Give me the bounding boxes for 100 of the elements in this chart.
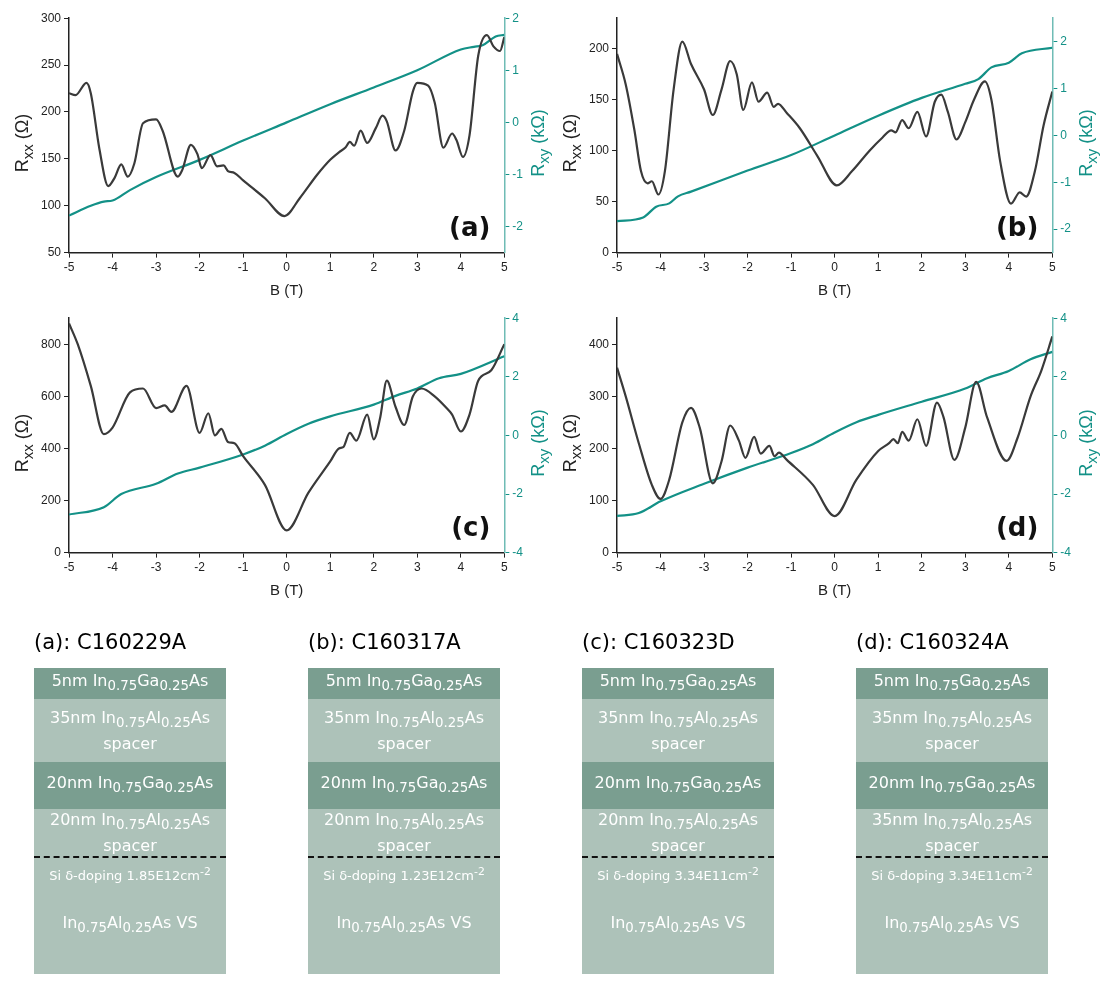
text: Si δ-doping 1.85E12cm$^{-2}$	[49, 864, 211, 886]
text: 35nm In$_{0.75}$Al$_{0.25}$As spacer	[323, 707, 485, 754]
x-tick-label: -2	[194, 560, 206, 575]
text: 20nm In$_{0.75}$Ga$_{0.25}$As	[868, 772, 1036, 798]
y2-tick-label: 2	[512, 369, 520, 384]
y-tick-label: 200	[40, 492, 62, 507]
y-tick-label: 600	[40, 388, 62, 403]
x-tick-label: -2	[742, 260, 754, 275]
y-tick-label: 200	[40, 104, 62, 119]
x-tick-label: -3	[698, 560, 710, 575]
y2-tick-label: 1	[1060, 80, 1068, 95]
text: 35nm In$_{0.75}$Al$_{0.25}$As spacer	[49, 707, 211, 754]
x-tick-label: 1	[874, 260, 882, 275]
text: 20nm In$_{0.75}$Ga$_{0.25}$As	[594, 772, 762, 798]
x-tick-label: 4	[457, 260, 465, 275]
x-tick-label: -5	[611, 260, 623, 275]
x-tick-label: -4	[107, 560, 119, 575]
y-tick-label: 400	[588, 336, 610, 351]
x-tick-label: 4	[1005, 560, 1013, 575]
text: 35nm In$_{0.75}$Al$_{0.25}$As spacer	[597, 707, 759, 754]
y-tick-label: 100	[40, 198, 62, 213]
text: 20nm In$_{0.75}$Ga$_{0.25}$As	[46, 772, 214, 798]
x-axis-title: B (T)	[270, 281, 304, 299]
y2-tick-label: 1	[512, 62, 520, 77]
text: 5nm In$_{0.75}$Ga$_{0.25}$As	[51, 670, 209, 696]
x-tick-label: 5	[500, 560, 508, 575]
y2-tick-label: -2	[1060, 221, 1072, 236]
text: In$_{0.75}$Al$_{0.25}$As VS	[610, 912, 746, 938]
annotation: (b)	[995, 212, 1039, 243]
y-tick-label: 150	[40, 151, 62, 166]
annotation: (d)	[995, 512, 1039, 543]
y2-tick-label: 0	[512, 114, 520, 129]
text: In$_{0.75}$Al$_{0.25}$As VS	[884, 912, 1020, 938]
y2-tick-label: 2	[1060, 369, 1068, 384]
x-tick-label: 4	[1005, 260, 1013, 275]
y-tick-label: 0	[602, 544, 610, 559]
y2-tick-label: -2	[512, 218, 524, 233]
y2-tick-label: -2	[1060, 486, 1072, 501]
y2-tick-label: 4	[1060, 310, 1068, 325]
text: 5nm In$_{0.75}$Ga$_{0.25}$As	[599, 670, 757, 696]
text: (c): C160323D	[582, 630, 736, 654]
text: (d): C160324A	[856, 630, 1010, 654]
x-tick-label: -5	[611, 560, 623, 575]
x-tick-label: 2	[370, 560, 378, 575]
text: (a): C160229A	[34, 630, 188, 654]
x-tick-label: 5	[1048, 560, 1056, 575]
y-tick-label: 300	[40, 10, 62, 25]
y-tick-label: 100	[588, 492, 610, 507]
y-tick-label: 50	[595, 193, 610, 208]
x-tick-label: 1	[326, 560, 334, 575]
y2-tick-label: 2	[512, 10, 520, 25]
text: (b): C160317A	[308, 630, 462, 654]
x-tick-label: -2	[742, 560, 754, 575]
x-tick-label: 0	[831, 260, 839, 275]
y2-tick-label: 0	[512, 427, 520, 442]
line-series	[69, 355, 505, 516]
x-tick-label: 5	[500, 260, 508, 275]
x-tick-label: 2	[918, 560, 926, 575]
text: In$_{0.75}$Al$_{0.25}$As VS	[336, 912, 472, 938]
text: 35nm In$_{0.75}$Al$_{0.25}$As spacer	[871, 707, 1033, 754]
y-tick-label: 250	[40, 57, 62, 72]
x-tick-label: 0	[831, 560, 839, 575]
y-tick-label: 400	[40, 440, 62, 455]
x-tick-label: 3	[413, 560, 421, 575]
x-tick-label: 2	[370, 260, 378, 275]
y2-tick-label: -4	[1060, 544, 1072, 559]
text: 20nm In$_{0.75}$Al$_{0.25}$As spacer	[49, 809, 211, 856]
y-tick-label: 0	[54, 544, 62, 559]
x-tick-label: 3	[413, 260, 421, 275]
x-axis-title: B (T)	[818, 581, 852, 599]
y2-tick-label: 4	[512, 310, 520, 325]
x-tick-label: -3	[150, 260, 162, 275]
y2-tick-label: 2	[1060, 33, 1068, 48]
text: 20nm In$_{0.75}$Ga$_{0.25}$As	[320, 772, 488, 798]
x-tick-label: -3	[150, 560, 162, 575]
x-axis-title: B (T)	[818, 281, 852, 299]
text: 5nm In$_{0.75}$Ga$_{0.25}$As	[325, 670, 483, 696]
x-tick-label: 3	[961, 260, 969, 275]
annotation: (c)	[451, 512, 491, 543]
y-tick-label: 50	[47, 244, 62, 259]
y-tick-label: 200	[588, 41, 610, 56]
y-tick-label: 300	[588, 388, 610, 403]
y2-tick-label: -4	[512, 544, 524, 559]
y-tick-label: 0	[602, 244, 610, 259]
y2-tick-label: -1	[512, 166, 524, 181]
y-tick-label: 150	[588, 92, 610, 107]
x-tick-label: -5	[63, 560, 75, 575]
x-tick-label: -3	[698, 260, 710, 275]
text: 20nm In$_{0.75}$Al$_{0.25}$As spacer	[597, 809, 759, 856]
x-tick-label: -1	[237, 260, 249, 275]
x-tick-label: 4	[457, 560, 465, 575]
x-tick-label: -4	[655, 260, 667, 275]
y2-tick-label: 0	[1060, 427, 1068, 442]
text: Si δ-doping 3.34E11cm$^{-2}$	[871, 864, 1033, 886]
x-tick-label: 5	[1048, 260, 1056, 275]
y-tick-label: 100	[588, 143, 610, 157]
x-tick-label: 0	[283, 260, 291, 275]
y2-tick-label: -1	[1060, 174, 1072, 189]
x-tick-label: -1	[785, 560, 797, 575]
y-tick-label: 800	[40, 336, 62, 351]
